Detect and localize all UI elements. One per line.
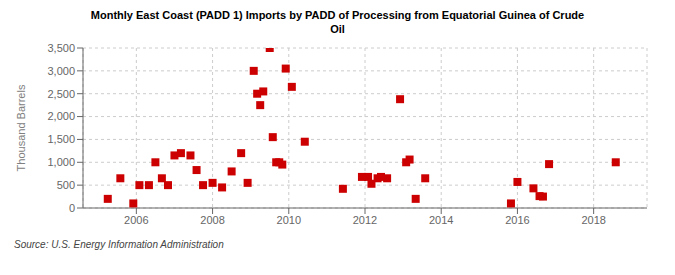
- svg-text:2014: 2014: [429, 214, 453, 226]
- svg-text:2008: 2008: [200, 214, 224, 226]
- html-text:Monthly East Coast (PADD 1) Im: Monthly East Coast (PADD 1) Imports by P…: [90, 9, 585, 21]
- svg-text:Thousand Barrels: Thousand Barrels: [15, 84, 27, 171]
- svg-text:0: 0: [69, 202, 75, 214]
- html-text:Oil: Oil: [330, 23, 345, 35]
- svg-text:3,500: 3,500: [47, 42, 75, 54]
- svg-text:2016: 2016: [505, 214, 529, 226]
- svg-text:2012: 2012: [353, 214, 377, 226]
- svg-text:2,500: 2,500: [47, 88, 75, 100]
- svg-text:500: 500: [57, 179, 75, 191]
- svg-text:1,000: 1,000: [47, 156, 75, 168]
- svg-text:2018: 2018: [581, 214, 605, 226]
- html-text:Source: U.S. Energy Informatio: Source: U.S. Energy Information Administ…: [14, 239, 224, 250]
- svg-text:1,500: 1,500: [47, 133, 75, 145]
- svg-text:2006: 2006: [124, 214, 148, 226]
- svg-text:3,000: 3,000: [47, 65, 75, 77]
- svg-text:2010: 2010: [277, 214, 301, 226]
- svg-text:2,000: 2,000: [47, 110, 75, 122]
